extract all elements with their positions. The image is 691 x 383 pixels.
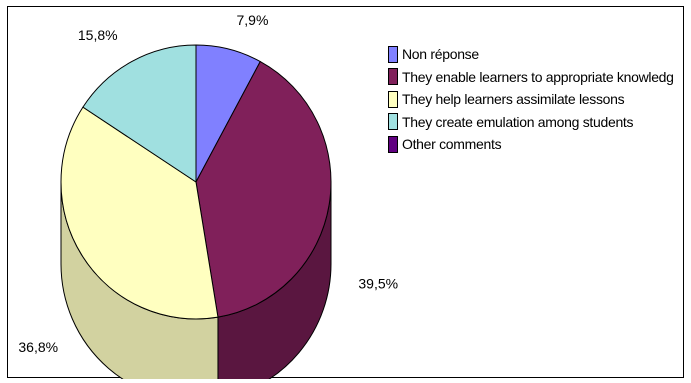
legend-swatch [388, 135, 398, 153]
pie-label-2: 36,8% [18, 339, 58, 355]
legend-label: They help learners assimilate lessons [402, 91, 625, 108]
pie-top [60, 44, 332, 320]
legend-swatch [388, 45, 398, 63]
pie-slice-3 [82, 44, 197, 183]
pie-label-0: 7,9% [237, 12, 269, 28]
legend-item-assimilate-lessons: They help learners assimilate lessons [388, 88, 688, 111]
legend-label: They create emulation among students [402, 113, 634, 130]
legend-swatch [388, 113, 398, 131]
legend: Non réponse They enable learners to appr… [388, 43, 688, 156]
legend-label: Non réponse [402, 46, 479, 63]
legend-label: Other comments [402, 136, 502, 153]
legend-item-non-reponse: Non réponse [388, 43, 688, 66]
legend-swatch [388, 90, 398, 108]
pie-chart: 7,9% 39,5% 36,8% 15,8% [18, 12, 398, 379]
pie-slice-1 [195, 60, 332, 318]
pie-label-3: 15,8% [78, 27, 118, 43]
legend-item-appropriate-knowledge: They enable learners to appropriate know… [388, 66, 688, 89]
pie-labels: 7,9% 39,5% 36,8% 15,8% [18, 12, 398, 355]
legend-item-other-comments: Other comments [388, 133, 688, 156]
chart-frame: 7,9% 39,5% 36,8% 15,8% Non réponse They ena… [7, 6, 684, 379]
pie-slice-2 [60, 106, 219, 320]
legend-item-emulation: They create emulation among students [388, 111, 688, 134]
pie-label-1: 39,5% [358, 276, 398, 292]
legend-label: They enable learners to appropriate know… [402, 68, 674, 85]
legend-swatch [388, 68, 398, 86]
